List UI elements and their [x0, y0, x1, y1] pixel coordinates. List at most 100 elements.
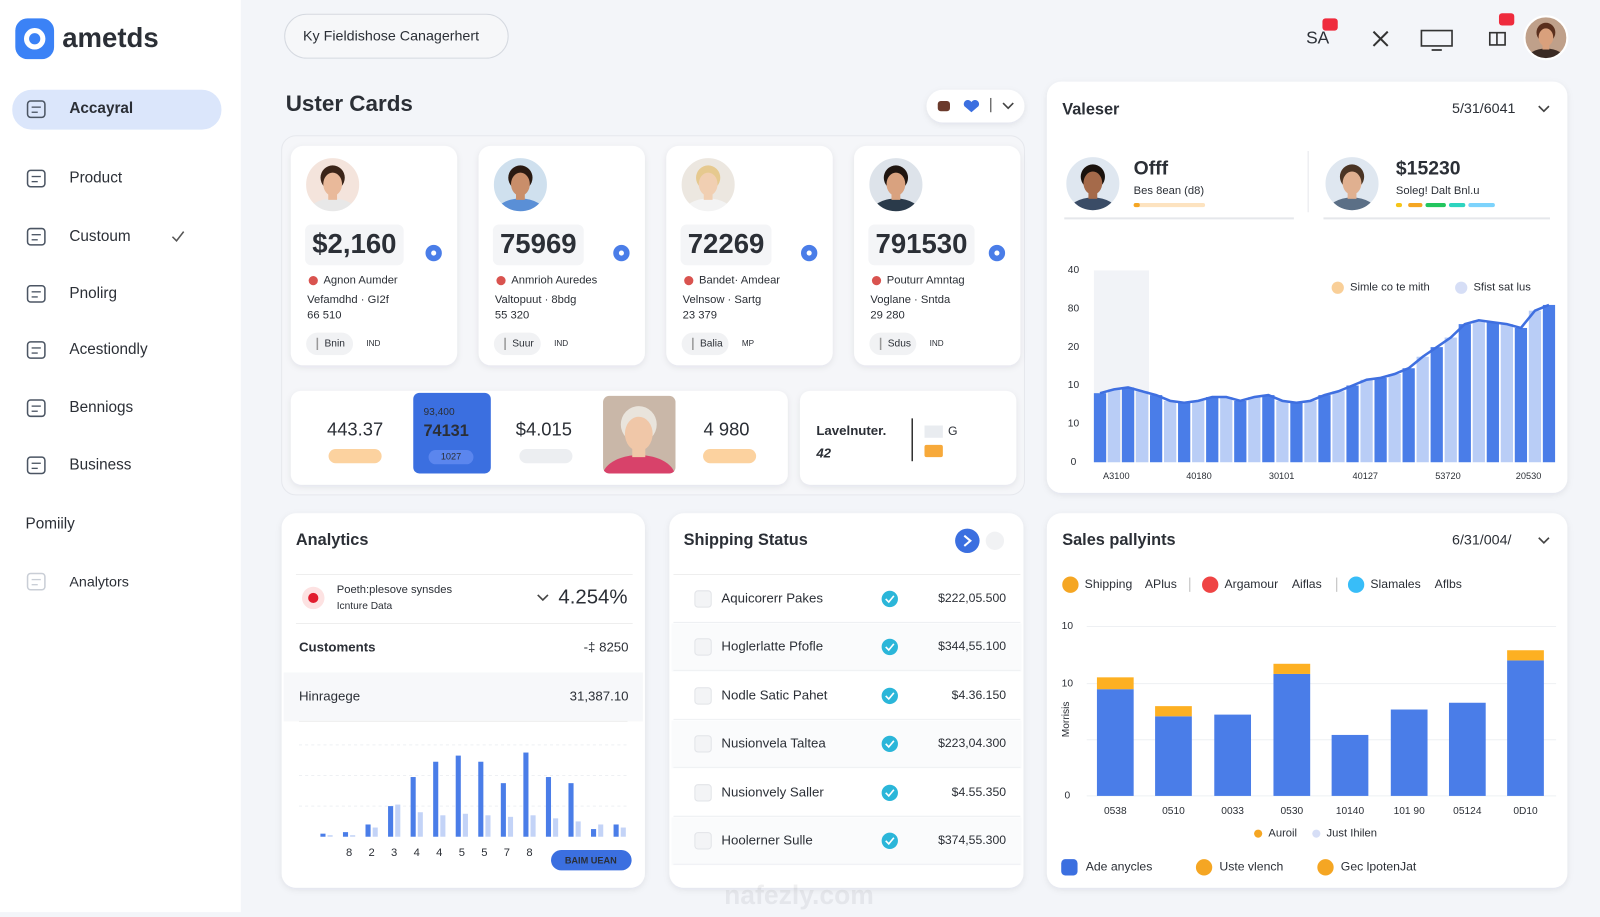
- row-checkbox[interactable]: [694, 590, 712, 608]
- trend-line: [1099, 303, 1550, 405]
- card-suffix: IND: [366, 339, 380, 348]
- chevron-icon: [1002, 102, 1014, 110]
- stat-pill: [328, 448, 382, 464]
- x-tick-label: 40127: [1353, 471, 1379, 481]
- close-icon[interactable]: [1372, 30, 1389, 47]
- status-dot-inner: [994, 250, 1000, 256]
- chart-button[interactable]: [551, 849, 632, 871]
- y-tick-label: 0: [1065, 791, 1071, 802]
- monitor-icon[interactable]: [1420, 29, 1453, 51]
- avatar-shirt: [1327, 197, 1377, 212]
- nav-icon: [26, 341, 46, 359]
- profile-sub: Soleg! Dalt Bnl.u: [1396, 185, 1480, 197]
- next-icon: [963, 534, 972, 547]
- row-checkbox[interactable]: [694, 832, 712, 850]
- row-amount: $374,55.300: [938, 833, 1006, 847]
- nav-item[interactable]: Acestiondly: [69, 341, 148, 358]
- stat-label: 93,400: [423, 407, 454, 418]
- status-dot-inner: [618, 250, 624, 256]
- row-bg: [671, 623, 1022, 672]
- bar: [530, 815, 536, 837]
- bar-segment: [1331, 734, 1369, 796]
- bar-segment: [1155, 706, 1192, 717]
- nav-item[interactable]: Benniogs: [69, 399, 133, 416]
- nav-item[interactable]: Custoum: [69, 228, 130, 245]
- chart-button-label: BAIM UEAN: [565, 856, 617, 866]
- bar: [342, 832, 349, 837]
- avatar-ring: [679, 156, 737, 214]
- search-box[interactable]: [284, 13, 509, 59]
- avatar: [492, 157, 548, 213]
- avatar-face: [1342, 171, 1362, 195]
- bar: [523, 752, 529, 837]
- stat-value: 443.37: [327, 418, 383, 439]
- card-code: 66 510: [307, 309, 341, 321]
- metric-label: Hinragege: [299, 688, 360, 703]
- avatar: [305, 157, 361, 213]
- profile-name: $15230: [1396, 158, 1461, 180]
- status-dot-inner: [431, 250, 437, 256]
- bar: [598, 824, 604, 837]
- avatar: [1065, 156, 1121, 212]
- card-tag: Balia: [700, 339, 723, 350]
- bar: [1374, 377, 1387, 463]
- avatar-shirt: [307, 198, 358, 213]
- nav-section[interactable]: Pomiily: [26, 516, 76, 533]
- row-checkbox[interactable]: [694, 687, 712, 705]
- nav-item[interactable]: Accayral: [69, 100, 133, 117]
- status-check: [881, 687, 898, 705]
- more-button[interactable]: [985, 531, 1005, 550]
- row-checkbox[interactable]: [694, 784, 712, 802]
- shortcut[interactable]: SA: [1306, 27, 1330, 47]
- bar: [1416, 356, 1429, 463]
- avatar-ring: [1323, 155, 1381, 213]
- bar-segment: [1507, 660, 1544, 796]
- heart-icon: [963, 99, 980, 113]
- avatar: [603, 395, 676, 474]
- stat-pill: [519, 448, 573, 464]
- row-checkbox[interactable]: [694, 638, 712, 656]
- status-check: [881, 590, 898, 608]
- status-check: [881, 832, 898, 849]
- y-tick-label: 10: [1062, 621, 1074, 632]
- bar: [350, 835, 356, 837]
- name-icon: [871, 276, 882, 286]
- bar: [1542, 304, 1556, 463]
- x-tick-label: 5: [459, 847, 465, 859]
- legend-swatch: [1331, 281, 1344, 294]
- bar: [365, 824, 371, 837]
- bar: [1135, 391, 1149, 463]
- toggle-icon: [937, 101, 950, 112]
- stat-value: 74131: [423, 422, 468, 440]
- nav-item[interactable]: Product: [69, 170, 122, 187]
- avatar-shirt: [871, 198, 921, 213]
- card-name: Bandet· Amdear: [699, 275, 780, 287]
- card-detail: Velnsow · Sartg: [683, 294, 762, 306]
- nav-icon: [26, 284, 46, 303]
- level-swatch: [924, 425, 943, 438]
- gift-icon[interactable]: [1488, 31, 1506, 46]
- level-card: [799, 390, 1017, 485]
- nav-item[interactable]: Pnolirg: [69, 285, 117, 302]
- nav-item[interactable]: Business: [69, 456, 131, 473]
- bar-segment: [1096, 677, 1134, 690]
- bar: [500, 783, 506, 837]
- nav-active-bg: [12, 89, 222, 130]
- nav-icon: [26, 100, 46, 119]
- bar: [620, 827, 626, 837]
- avatar: [1324, 156, 1380, 212]
- x-tick-label: 53720: [1435, 471, 1461, 481]
- sidebar: [0, 0, 241, 913]
- stat-pill: [428, 449, 474, 465]
- progress: [1425, 203, 1446, 208]
- row-name: Aquicorerr Pakes: [721, 590, 823, 605]
- row-checkbox[interactable]: [694, 735, 712, 753]
- bar: [1234, 400, 1247, 463]
- x-tick-label: 3: [391, 847, 397, 859]
- legend-label: Uste vlench: [1219, 860, 1283, 874]
- bar-segment: [1273, 663, 1311, 674]
- x-tick-label: 30101: [1269, 471, 1295, 481]
- next-button[interactable]: [955, 528, 980, 554]
- status-check: [881, 638, 898, 656]
